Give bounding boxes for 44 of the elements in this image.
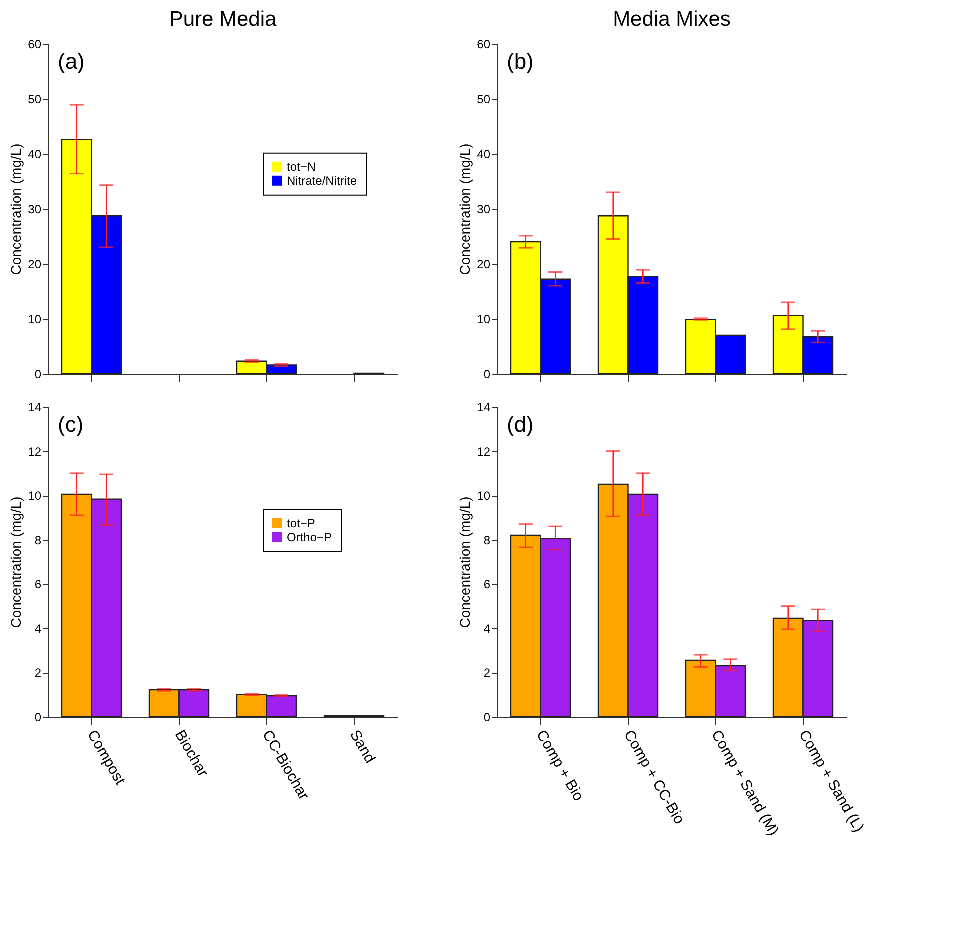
y-tick-label: 10 <box>477 489 491 504</box>
y-tick-label: 0 <box>484 710 491 724</box>
legend-label: Nitrate/Nitrite <box>287 174 358 188</box>
y-tick-label: 4 <box>34 622 42 636</box>
y-tick-label: 10 <box>28 489 42 504</box>
legend-label: tot−N <box>287 160 316 174</box>
y-tick-label: 8 <box>34 533 42 548</box>
y-tick-label: 0 <box>34 368 42 382</box>
annotation: (d) <box>507 412 534 437</box>
y-tick-label: 12 <box>477 444 491 459</box>
annotation: (b) <box>507 49 534 74</box>
chart-title: Pure Media <box>169 8 278 31</box>
y-tick-label: 60 <box>28 38 42 52</box>
y-tick-label: 10 <box>477 312 491 326</box>
y-tick-label: 40 <box>28 148 42 162</box>
y-tick-label: 30 <box>28 202 42 216</box>
y-tick-label: 6 <box>484 578 491 592</box>
y-tick-label: 0 <box>34 710 42 724</box>
y-tick-label: 30 <box>477 202 491 216</box>
y-tick-label: 20 <box>477 258 491 272</box>
y-axis-title: Concentration (mg/L) <box>457 496 474 628</box>
annotation: (a) <box>58 49 85 74</box>
y-axis-title: Concentration (mg/L) <box>457 144 474 276</box>
legend-label: tot−P <box>287 516 316 530</box>
y-tick-label: 40 <box>477 148 491 162</box>
y-tick-label: 6 <box>34 578 42 592</box>
y-tick-label: 14 <box>28 400 42 414</box>
y-axis-title: Concentration (mg/L) <box>8 496 24 628</box>
y-tick-label: 60 <box>477 38 491 52</box>
annotation: (c) <box>58 412 84 437</box>
y-tick-label: 2 <box>34 666 42 680</box>
y-tick-label: 50 <box>28 92 42 106</box>
y-tick-label: 0 <box>484 368 491 382</box>
chart-title: Media Mixes <box>613 8 731 31</box>
y-tick-label: 14 <box>477 400 491 414</box>
y-tick-label: 12 <box>28 444 42 459</box>
y-tick-label: 50 <box>477 92 491 106</box>
y-tick-label: 20 <box>28 258 42 272</box>
y-tick-label: 2 <box>484 666 491 680</box>
y-axis-title: Concentration (mg/L) <box>8 144 24 276</box>
legend-label: Ortho−P <box>287 530 332 544</box>
y-tick-label: 4 <box>484 622 491 636</box>
y-tick-label: 8 <box>484 533 491 548</box>
y-tick-label: 10 <box>28 312 42 326</box>
